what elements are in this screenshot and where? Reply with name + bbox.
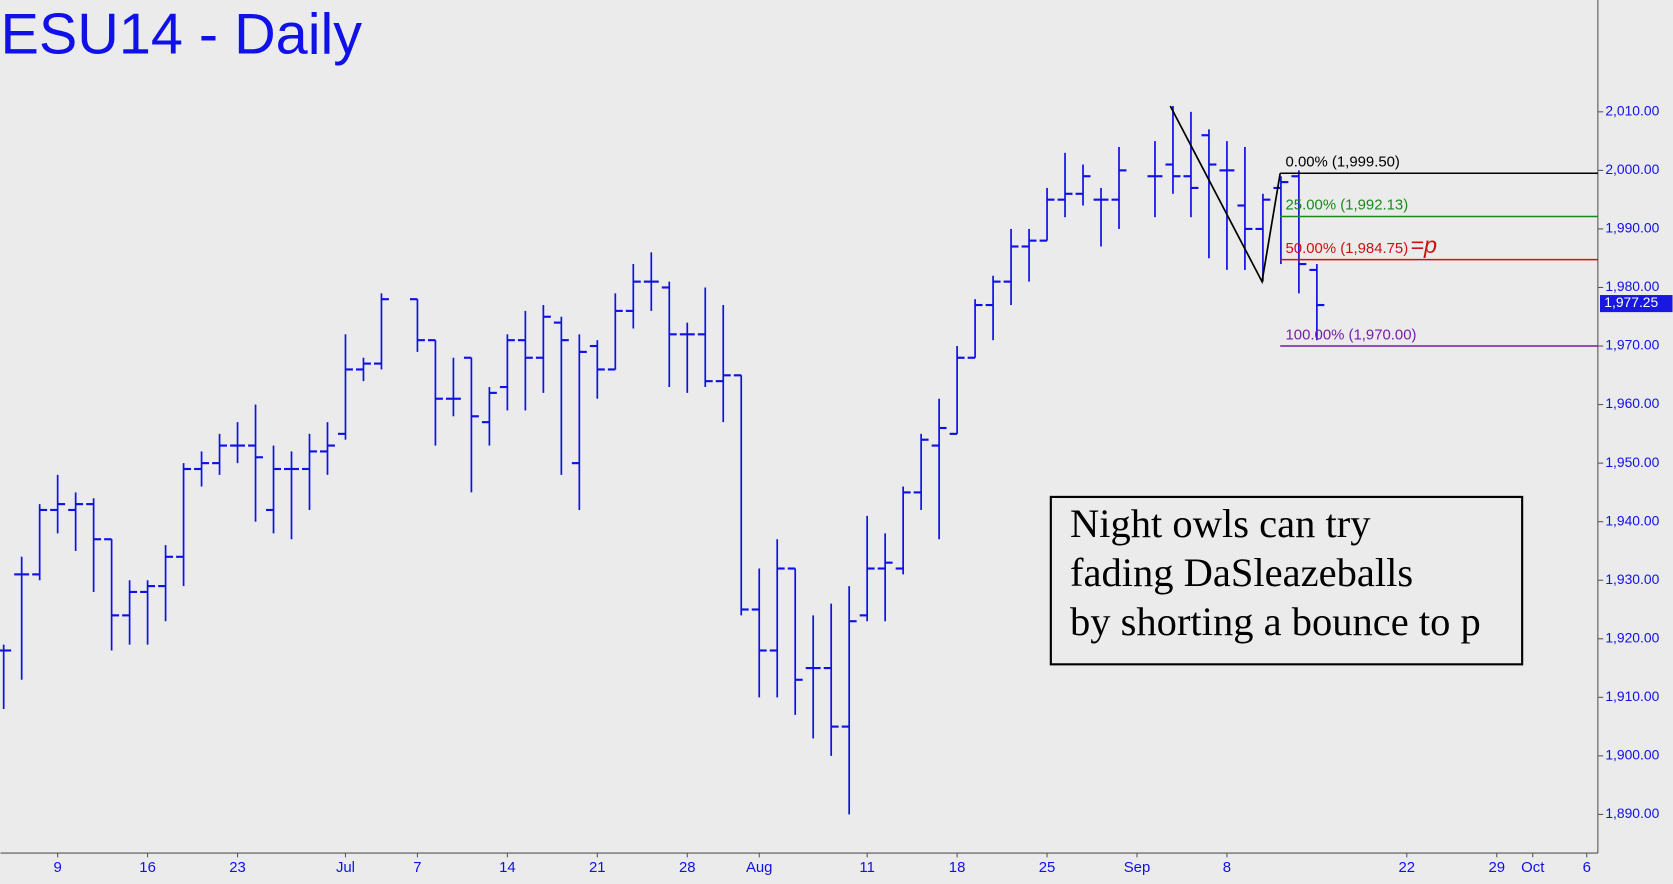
annotation-text: Night owls can try [1070,501,1371,546]
x-tick-label: 28 [679,859,696,876]
y-tick-label: 2,000.00 [1605,161,1659,177]
fib-label: 100.00% (1,970.00) [1286,326,1417,343]
annotation-text: by shorting a bounce to p [1070,599,1481,644]
y-tick-label: 1,940.00 [1605,512,1659,528]
last-price-box [1600,295,1673,313]
x-tick-label: 18 [949,859,966,876]
y-tick-label: 1,930.00 [1605,571,1659,587]
fib-suffix: =p [1410,232,1437,258]
x-tick-label: 29 [1488,859,1505,876]
y-tick-label: 1,950.00 [1605,454,1659,470]
y-tick-label: 1,970.00 [1605,337,1659,353]
y-tick-label: 1,900.00 [1605,747,1659,763]
x-tick-label: 11 [859,859,874,876]
y-tick-label: 1,910.00 [1605,688,1659,704]
fib-label: 0.00% (1,999.50) [1286,154,1400,171]
y-tick-label: 1,890.00 [1605,805,1659,821]
x-tick-label: 14 [499,859,516,876]
annotation-box [1049,495,1524,666]
x-tick-label: 7 [413,859,421,876]
x-tick-label: Aug [746,859,773,876]
y-tick-label: 1,960.00 [1605,395,1659,411]
x-tick-label: 8 [1223,859,1231,876]
x-tick-label: Jul [336,859,355,876]
x-tick-label: 25 [1039,859,1056,876]
x-tick-label: 9 [54,859,62,876]
y-tick-label: 1,980.00 [1605,278,1659,294]
chart-title: ESU14 - Daily [0,3,362,67]
fib-label: 50.00% (1,984.75) [1286,240,1409,257]
x-tick-label: 21 [589,859,606,876]
last-price-label: 1,977.25 [1604,294,1658,310]
x-tick-label: Sep [1124,859,1151,876]
y-tick-label: 1,990.00 [1605,220,1659,236]
fib-label: 25.00% (1,992.13) [1286,197,1409,214]
x-tick-label: Oct [1521,859,1545,876]
x-tick-label: 6 [1583,859,1591,876]
annotation-text: fading DaSleazeballs [1070,550,1413,595]
x-tick-label: 23 [229,859,246,876]
y-tick-label: 1,920.00 [1605,629,1659,645]
y-tick-label: 2,010.00 [1605,102,1659,118]
x-tick-label: 22 [1399,859,1416,876]
zigzag-line [1169,105,1282,285]
x-tick-label: 16 [139,859,156,876]
